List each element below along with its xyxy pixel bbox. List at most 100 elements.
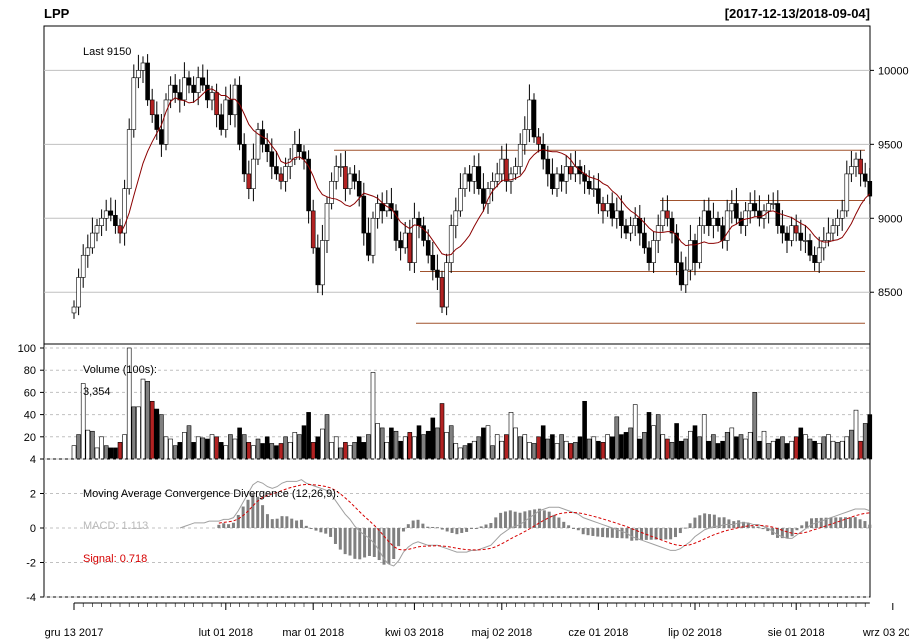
volume-tick-label: 60: [24, 387, 36, 399]
candle-body: [665, 210, 670, 219]
candle-body: [163, 99, 169, 145]
candle-body: [99, 217, 104, 226]
macd-histogram-bar: [557, 517, 561, 528]
x-tick-label: lip 02 2018: [668, 627, 722, 639]
macd-histogram-bar: [377, 528, 381, 561]
volume-bar: [310, 442, 316, 460]
volume-bar: [398, 440, 403, 460]
volume-bar: [651, 425, 656, 460]
candle-body: [168, 84, 173, 101]
macd-histogram-bar: [576, 528, 580, 531]
macd-histogram-bar: [844, 517, 848, 528]
volume-bar: [517, 436, 523, 460]
candle-body: [154, 114, 160, 130]
volume-bar: [674, 423, 679, 460]
candle-body: [711, 217, 716, 226]
macd-histogram-bar: [411, 520, 415, 528]
macd-histogram-bar: [406, 524, 410, 528]
candle-body: [182, 77, 187, 101]
volume-bar: [485, 425, 491, 460]
macd-histogram-bar: [469, 528, 473, 529]
volume-bar: [527, 442, 532, 460]
macd-histogram-bar: [552, 514, 556, 528]
candle-body: [283, 166, 288, 182]
volume-bar: [462, 445, 468, 460]
x-tick-label: gru 13 2017: [45, 627, 104, 639]
volume-bar: [90, 430, 95, 460]
macd-histogram-bar: [834, 517, 838, 528]
candle-body: [862, 173, 868, 182]
macd-histogram-bar: [610, 528, 614, 538]
macd-histogram-bar: [688, 523, 692, 528]
macd-histogram-bar: [372, 528, 376, 558]
volume-bar: [867, 414, 873, 460]
macd-histogram-bar: [416, 519, 420, 528]
volume-bar: [99, 436, 104, 460]
candle-body: [343, 166, 348, 189]
candle-body: [94, 225, 100, 234]
price-panel: 8500 9000 9500 10000 Last 9150: [43, 25, 909, 345]
candle-body: [499, 158, 505, 175]
candle-body: [412, 217, 417, 263]
volume-bar: [632, 404, 638, 460]
macd-histogram-bar: [654, 528, 658, 540]
volume-bar: [407, 432, 413, 460]
macd-histogram-bar: [669, 528, 673, 540]
candle-body: [853, 158, 859, 167]
candle-body: [867, 181, 873, 197]
macd-histogram-bar: [805, 521, 809, 528]
macd-tick-label: -2: [26, 558, 36, 570]
volume-bar: [200, 437, 206, 460]
price-tick-label: 9000: [878, 213, 902, 225]
volume-bar: [858, 440, 863, 460]
candle-body: [416, 217, 422, 226]
candle-body: [366, 232, 371, 256]
macd-histogram-bar: [382, 528, 386, 565]
candle-body: [632, 217, 638, 226]
volume-bar: [370, 372, 376, 460]
volume-bar: [757, 440, 762, 460]
macd-histogram-bar: [790, 528, 794, 537]
macd-histogram-bar: [445, 528, 449, 532]
volume-bar: [573, 442, 578, 460]
volume-bar: [582, 400, 587, 460]
volume-bar: [435, 427, 440, 460]
volume-bar: [738, 434, 744, 460]
candle-body: [554, 173, 560, 189]
volume-bar: [688, 430, 693, 460]
candle-body: [623, 225, 629, 234]
candle-body: [375, 203, 380, 219]
candle-body: [642, 232, 647, 249]
candle-body: [315, 247, 321, 286]
volume-bar: [251, 445, 256, 460]
candle-body: [237, 84, 242, 145]
candle-body: [724, 210, 730, 241]
candle-body: [320, 240, 325, 286]
candle-body: [559, 173, 564, 182]
volume-bar: [807, 438, 813, 460]
candle-body: [126, 129, 132, 189]
volume-bar: [131, 406, 137, 460]
candle-body: [453, 210, 459, 226]
macd-tick-label: 2: [30, 489, 36, 501]
volume-bar: [697, 436, 702, 460]
macd-histogram-bar: [358, 528, 362, 560]
volume-bar: [324, 414, 330, 460]
macd-histogram-bar: [489, 523, 493, 528]
volume-bar: [283, 436, 288, 460]
macd-histogram-bar: [299, 519, 303, 528]
volume-bar: [389, 427, 394, 460]
candle-body: [628, 225, 633, 234]
volume-bar: [384, 442, 390, 460]
volume-bar: [195, 436, 201, 460]
candle-body: [131, 77, 137, 130]
candle-body: [251, 158, 256, 189]
candle-body: [669, 217, 675, 234]
candle-body: [517, 144, 523, 167]
volume-bar: [444, 432, 449, 460]
signal-line: [218, 483, 870, 551]
volume-bar: [154, 408, 160, 460]
macd-line: [179, 479, 870, 567]
candle-body: [568, 166, 574, 175]
volume-bar: [623, 432, 629, 460]
